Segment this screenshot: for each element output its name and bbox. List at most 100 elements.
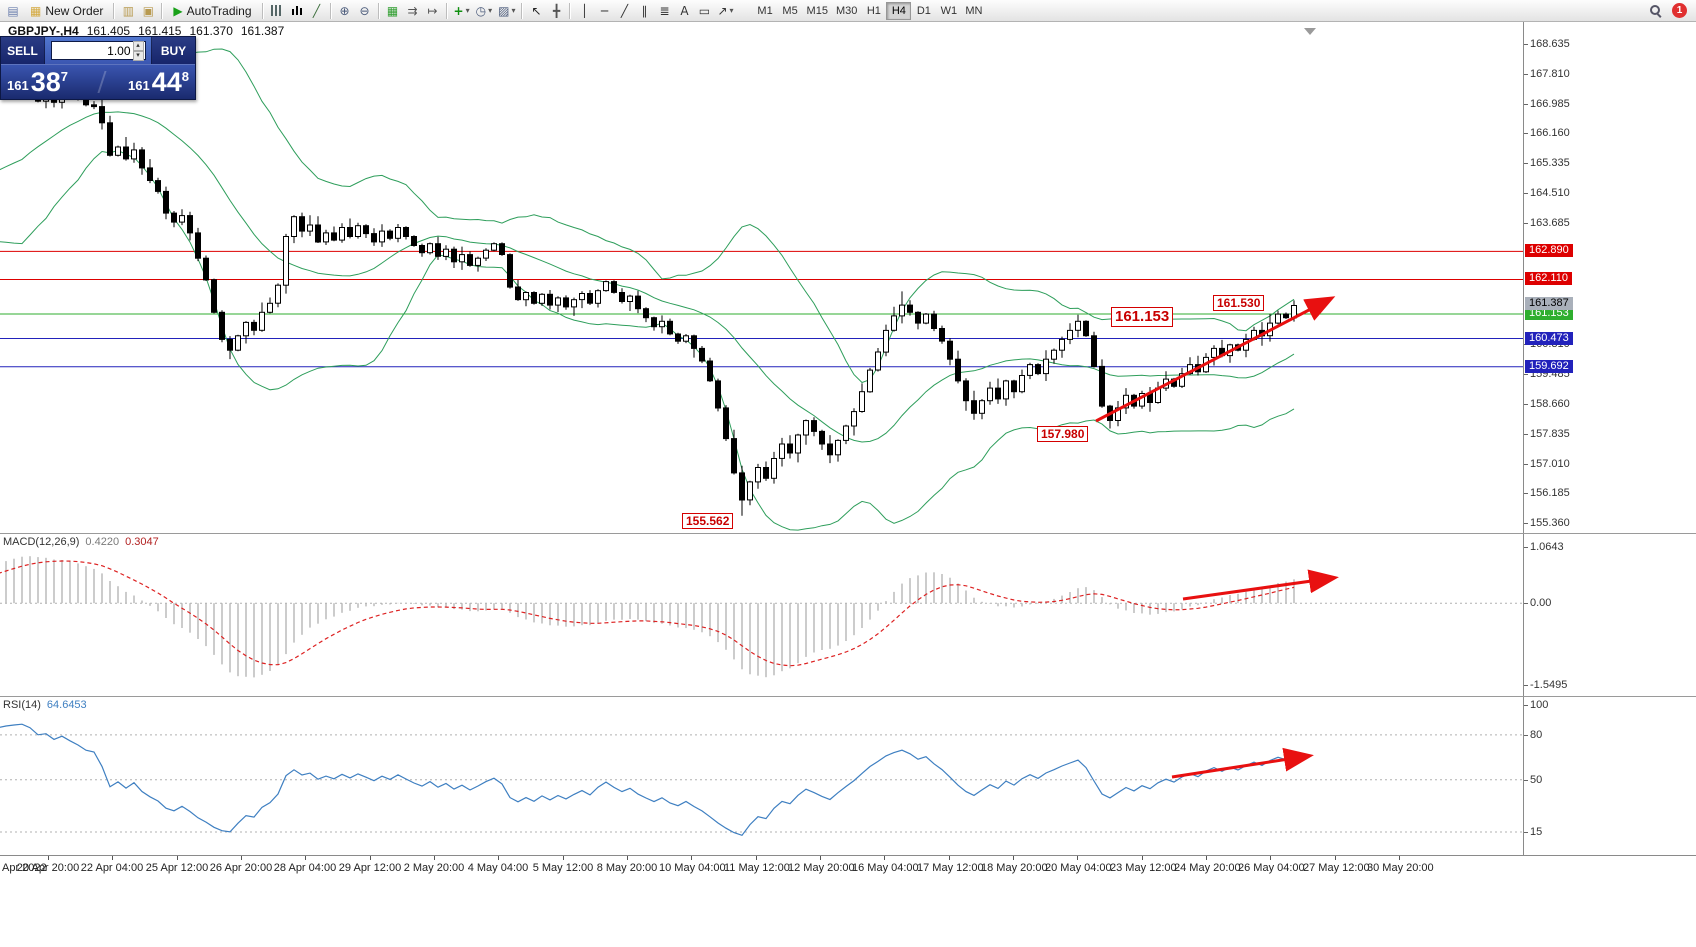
time-axis-label: 11 May 12:00 [724,862,790,874]
price-axis-label: 163.685 [1530,217,1570,229]
sell-button[interactable]: SELL [1,37,45,64]
rsi-axis-label: 80 [1530,729,1543,741]
charts-window-button[interactable]: ▤ [3,1,23,21]
price-axis-label: 166.160 [1530,127,1570,139]
line-chart-button[interactable]: ╱ [307,1,327,21]
text-button[interactable]: A [674,1,694,21]
price-annotation-label[interactable]: 157.980 [1037,426,1089,443]
vertical-line-button[interactable]: │ [574,1,594,21]
search-button[interactable] [1645,1,1665,21]
rsi-axis-label: 15 [1530,826,1543,838]
new-order-icon: ▦ [30,3,42,18]
timeframe-d1-button[interactable]: D1 [911,2,936,20]
templates-button[interactable]: ▨ ▾ [495,1,518,21]
macd-signal-value: 0.3047 [125,536,159,548]
label-button[interactable]: ▭ [694,1,714,21]
crosshair-button[interactable]: ╋ [546,1,566,21]
volume-input[interactable]: 1.00 ▴ ▾ [50,40,146,61]
timeframe-m1-button[interactable]: M1 [753,2,778,20]
trend-arrow[interactable] [1182,569,1339,601]
time-axis-tick [1206,856,1207,860]
trend-arrow[interactable] [1171,747,1314,779]
price-annotation-label[interactable]: 155.562 [682,513,734,530]
channel-button[interactable]: ∥ [634,1,654,21]
price-axis-label: 155.360 [1530,517,1570,529]
chart-shift-marker[interactable] [1304,28,1316,35]
ask-price[interactable]: 161 44 8 [128,67,189,97]
cursor-button[interactable]: ↖ [526,1,546,21]
bid-pipette-digit: 7 [60,69,68,84]
timeframe-m15-button[interactable]: M15 [803,2,832,20]
horizontal-level-lines[interactable] [0,250,1523,368]
rsi-canvas[interactable] [0,697,1523,855]
macd-value: 0.4220 [85,536,120,548]
price-chart-canvas[interactable] [0,22,1523,533]
price-level-tag: 162.110 [1525,272,1572,285]
price-level-tag: 162.890 [1525,244,1573,257]
price-axis-label: 156.185 [1530,487,1570,499]
rsi-scale[interactable]: 100 80 50 15 [1523,697,1696,855]
time-axis-tick [1142,856,1143,860]
price-axis-tick [1524,374,1528,375]
time-axis-label: 18 May 20:00 [981,862,1048,874]
time-axis-label: 8 May 20:00 [596,862,658,874]
volume-decrease-button[interactable]: ▾ [132,50,144,61]
price-axis-tick [1524,523,1528,524]
macd-axis-label: 1.0643 [1530,541,1564,553]
tile-windows-button[interactable]: ▦ [383,1,403,21]
indicators-button[interactable]: + ▾ [451,1,473,21]
price-annotation-label[interactable]: 161.530 [1213,295,1265,312]
fibonacci-button[interactable]: ≣ [654,1,674,21]
timeframe-w1-button[interactable]: W1 [936,2,961,20]
time-axis-tick [1399,856,1400,860]
price-annotation-label[interactable]: 161.153 [1111,307,1174,327]
timeframe-h1-button[interactable]: H1 [861,2,886,20]
volume-spinner: ▴ ▾ [132,40,144,61]
autotrading-button[interactable]: ▶ AutoTrading [166,1,258,21]
dropdown-caret-icon: ▾ [511,6,516,15]
time-axis-tick [434,856,435,860]
rsi-label: RSI(14) [3,699,41,711]
toolbar-separator [329,2,332,19]
trend-arrow[interactable] [1095,296,1336,423]
profiles-button[interactable]: ▣ [138,1,158,21]
toolbar: ▤ ▦ New Order ▥ ▣ ▶ AutoTrading ╱ ⊕ ⊖ ▦ ⇉ ↦ + ▾ ◷ ▾ ▨ ▾ ↖ ╋ │… [0,0,1696,22]
price-axis-tick [1524,44,1528,45]
macd-scale[interactable]: 1.0643 0.00 -1.5495 [1523,534,1696,696]
rsi-panel[interactable]: RSI(14) 64.6453 100 80 50 15 [0,696,1696,855]
candlestick-chart-icon [290,4,303,17]
dropdown-caret-icon: ▾ [465,6,470,15]
chart-shift-button[interactable]: ↦ [423,1,443,21]
alerts-badge[interactable]: 1 [1672,3,1687,18]
periods-button[interactable]: ◷ ▾ [473,1,496,21]
horizontal-line-button[interactable]: ─ [594,1,614,21]
macd-panel[interactable]: MACD(12,26,9) 0.4220 0.3047 1.0643 0.00 -1… [0,533,1696,696]
rsi-axis-label: 50 [1530,774,1543,786]
time-scale[interactable]: Apr 2022 20 Apr 20:00 22 Apr 04:00 25 Apr 1… [0,855,1696,947]
timeframe-mn-button[interactable]: MN [961,2,986,20]
arrows-button[interactable]: ↗ ▾ [714,1,736,21]
time-axis-label: 26 May 04:00 [1238,862,1305,874]
bar-chart-button[interactable] [267,1,287,21]
new-order-button[interactable]: ▦ New Order [23,1,110,21]
price-axis-tick [1524,464,1528,465]
new-chart-button[interactable]: ▥ [118,1,138,21]
macd-axis-label: 0.00 [1530,597,1552,609]
crosshair-icon: ╋ [552,3,561,18]
auto-scroll-button[interactable]: ⇉ [403,1,423,21]
trendline-button[interactable]: ╱ [614,1,634,21]
candlestick-chart-button[interactable] [287,1,307,21]
timeframe-h4-button[interactable]: H4 [886,1,912,20]
timeframe-m5-button[interactable]: M5 [778,2,803,20]
dropdown-caret-icon: ▾ [488,6,493,15]
buy-button[interactable]: BUY [151,37,195,64]
toolbar-separator [521,2,524,19]
bid-price[interactable]: 161 38 7 [7,67,68,97]
macd-canvas[interactable] [0,534,1523,696]
timeframe-m30-button[interactable]: M30 [832,2,861,20]
zoom-out-button[interactable]: ⊖ [355,1,375,21]
price-scale[interactable]: 168.635 167.810 166.985 166.160 165.335 164.5… [1523,22,1696,533]
chart-window[interactable]: GBPJPY-,H4 161.405 161.415 161.370 161.3… [0,22,1696,533]
zoom-in-button[interactable]: ⊕ [335,1,355,21]
volume-increase-button[interactable]: ▴ [132,40,144,51]
